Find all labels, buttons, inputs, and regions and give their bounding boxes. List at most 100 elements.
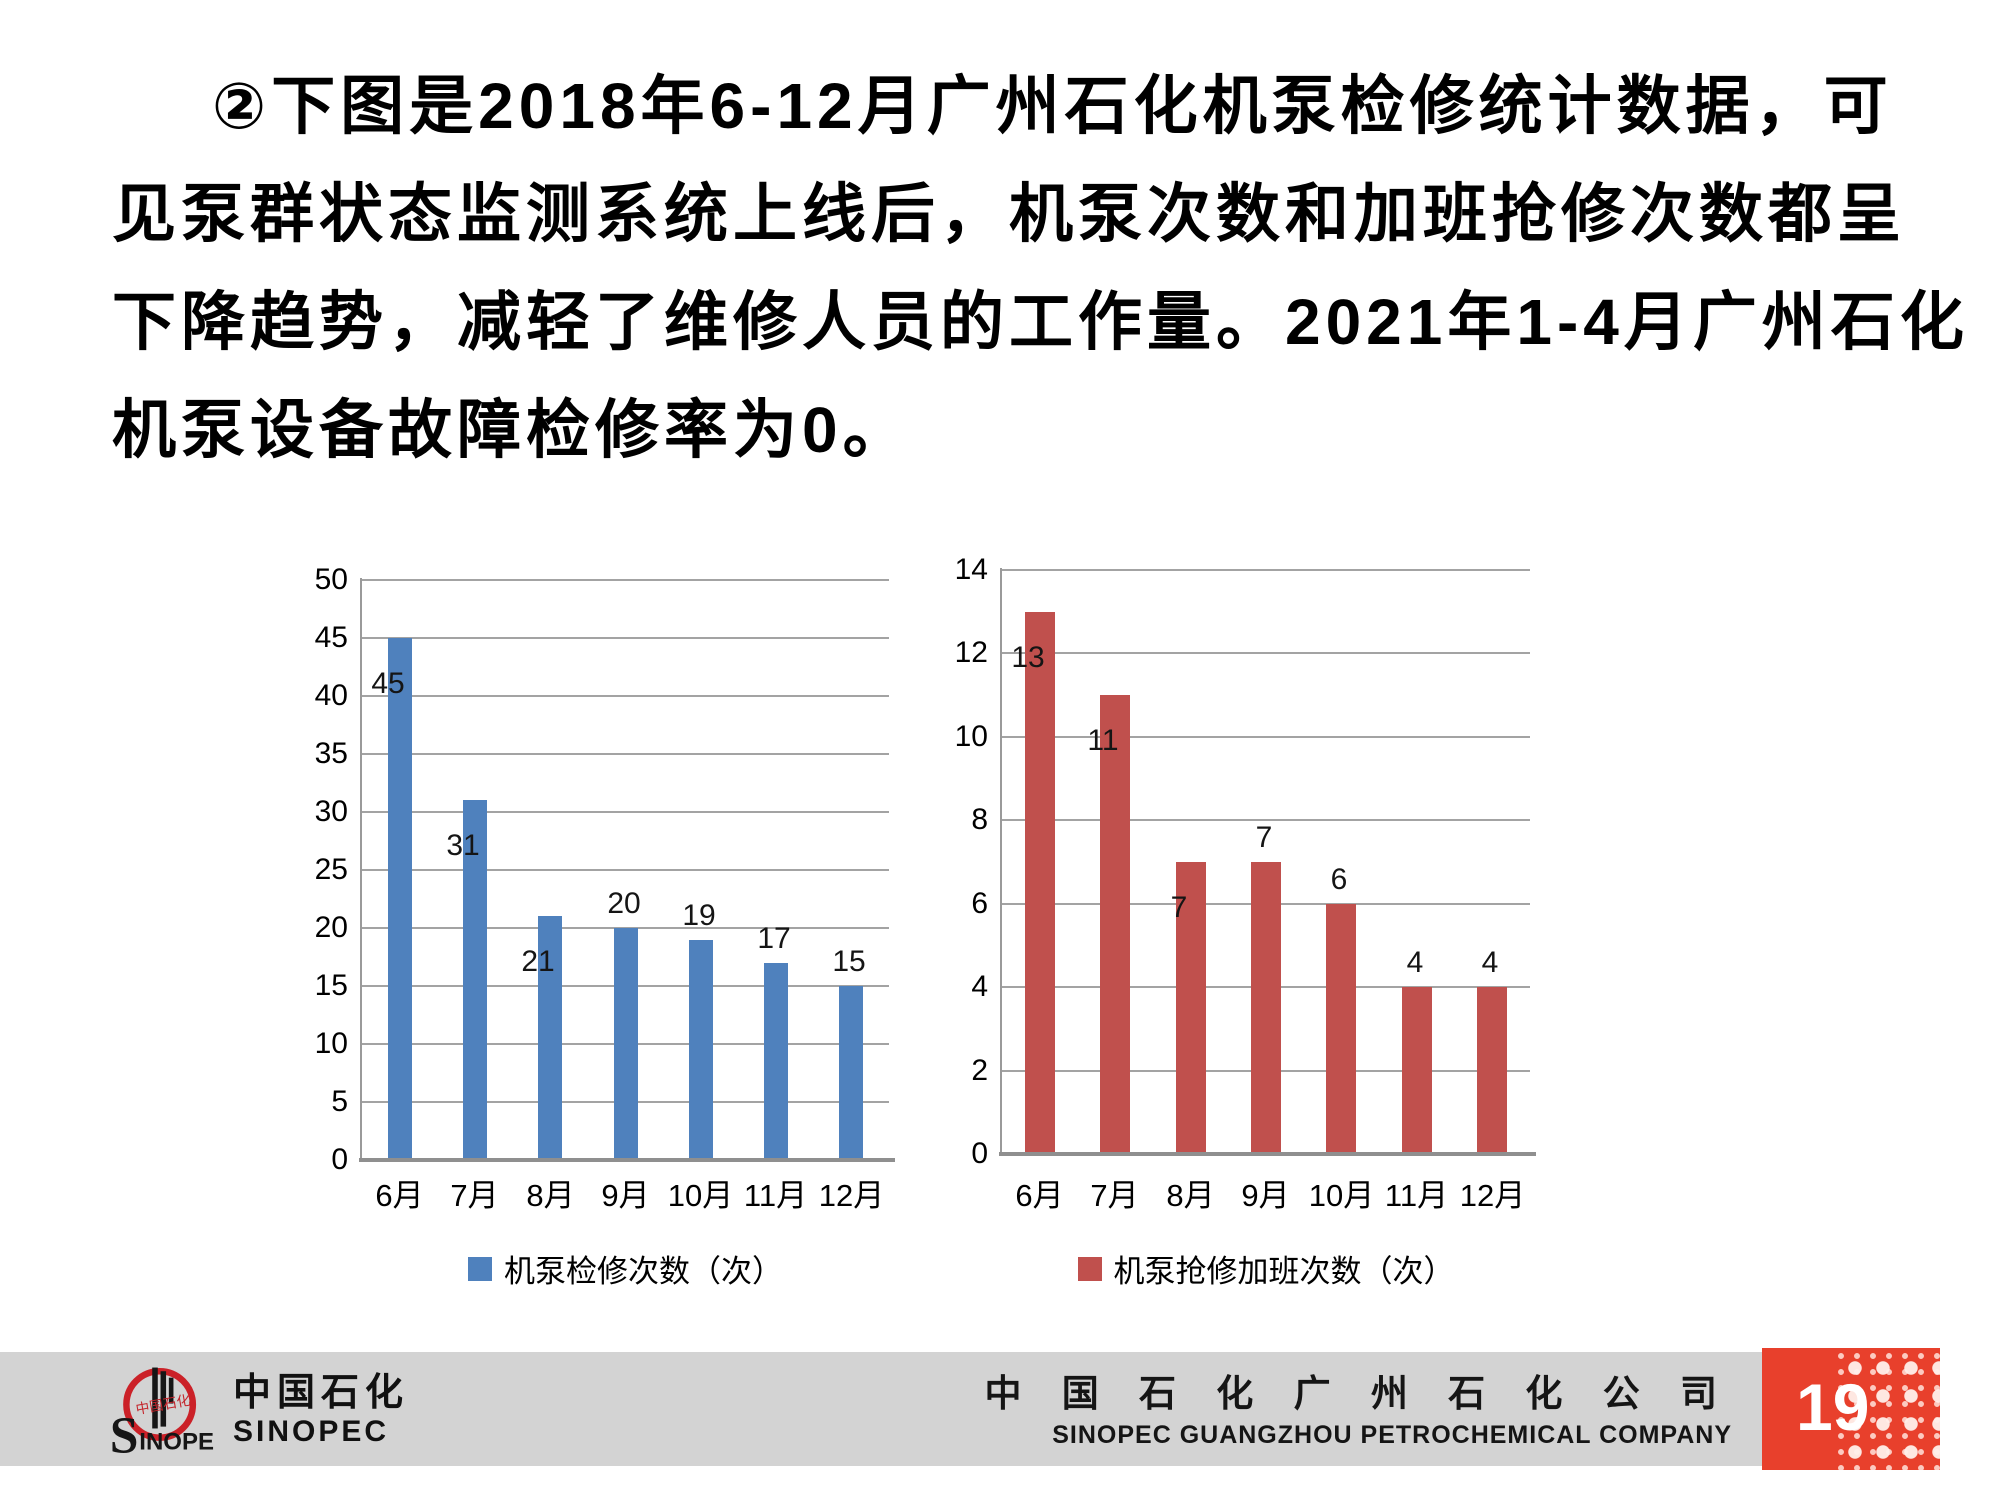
bar-value-label: 4: [1406, 946, 1424, 979]
bar-value-label: 17: [757, 922, 791, 955]
logo-name-en: SINOPEC: [233, 1415, 390, 1448]
title-line-1: ②下图是2018年6-12月广州石化机泵检修统计数据，可: [212, 70, 1893, 142]
gridline: [362, 753, 889, 755]
bar-value-label: 31: [446, 829, 480, 862]
y-axis-tick-label: 50: [314, 563, 348, 596]
svg-text:S: S: [110, 1407, 139, 1457]
bar-9月: [1251, 862, 1281, 1152]
company-name-en: SINOPEC GUANGZHOU PETROCHEMICAL COMPANY: [1052, 1421, 1732, 1449]
footer-company: 中 国 石 化 广 州 石 化 公 司 SINOPEC GUANGZHOU PE…: [984, 1362, 1732, 1458]
x-axis-line: [359, 1158, 895, 1162]
logo-name-cn: 中国石化: [233, 1372, 410, 1414]
x-axis-category-label: 7月: [1090, 1178, 1139, 1213]
gridline: [362, 695, 889, 697]
x-axis-category-label: 12月: [818, 1178, 885, 1213]
footer-brand: S INOPEC 中国石化 中国石化 SINOPEC: [95, 1360, 409, 1460]
gridline: [1002, 569, 1530, 571]
bar-12月: [839, 986, 863, 1158]
page-number: 19: [1796, 1370, 1870, 1444]
bar-value-label: 45: [371, 667, 405, 700]
y-axis-tick-label: 0: [331, 1143, 348, 1176]
y-axis-tick-label: 8: [971, 803, 988, 837]
bar-11月: [764, 963, 788, 1158]
x-axis-category-label: 7月: [450, 1178, 499, 1213]
title-line-3: 下降趋势，减轻了维修人员的工作量。2021年1-4月广州石化: [112, 286, 1969, 358]
bar-value-label: 7: [1255, 821, 1273, 854]
y-axis-tick-label: 20: [314, 911, 348, 944]
chart-legend: 机泵抢修加班次数（次）: [1002, 1246, 1530, 1291]
y-axis-tick-label: 5: [331, 1085, 348, 1118]
y-axis-tick-label: 15: [314, 969, 348, 1002]
x-axis-category-label: 11月: [1384, 1178, 1449, 1213]
x-axis-category-label: 9月: [601, 1178, 650, 1213]
y-axis-tick-label: 0: [971, 1137, 988, 1170]
gridline: [1002, 819, 1530, 822]
bar-6月: [388, 638, 412, 1158]
bar-12月: [1477, 987, 1507, 1152]
y-axis-tick-label: 14: [954, 553, 988, 586]
y-axis-tick-label: 25: [314, 853, 348, 886]
bar-value-label: 15: [832, 945, 866, 978]
title-line-4: 机泵设备故障检修率为0。: [112, 394, 912, 466]
page-title: ②下图是2018年6-12月广州石化机泵检修统计数据，可 见泵群状态监测系统上线…: [112, 52, 1969, 484]
bar-6月: [1025, 612, 1055, 1152]
y-axis-tick-label: 12: [954, 636, 988, 670]
bar-value-label: 21: [521, 945, 555, 978]
bar-value-label: 19: [682, 899, 716, 932]
gridline: [362, 579, 889, 581]
y-axis-tick-label: 40: [314, 679, 348, 712]
y-axis-tick-label: 35: [314, 737, 348, 770]
sinopec-logo-icon: S INOPEC 中国石化: [110, 1367, 215, 1457]
y-axis-tick-label: 30: [314, 795, 348, 828]
x-axis-category-label: 10月: [667, 1178, 734, 1213]
y-axis-tick-label: 10: [954, 719, 988, 753]
bar-10月: [1326, 904, 1356, 1152]
footer-bar: [0, 1352, 1762, 1466]
bar-8月: [538, 916, 562, 1158]
page-number-block: 19: [1762, 1348, 1940, 1470]
bar-value-label: 4: [1481, 946, 1499, 979]
bar-value-label: 7: [1170, 891, 1188, 924]
logo-text: 中国石化 SINOPEC: [233, 1371, 409, 1449]
gridline: [362, 637, 889, 639]
legend-swatch: [1077, 1256, 1102, 1281]
y-axis-tick-label: 45: [314, 621, 348, 654]
bar-value-label: 6: [1330, 863, 1348, 896]
x-axis-category-label: 6月: [1015, 1178, 1064, 1213]
legend-swatch: [468, 1256, 492, 1281]
bar-7月: [463, 800, 487, 1158]
gridline: [1002, 652, 1530, 655]
legend-label: 机泵抢修加班次数（次）: [1113, 1254, 1455, 1289]
y-axis-tick-label: 2: [971, 1053, 988, 1087]
y-axis-line: [1000, 568, 1002, 1154]
gridline: [362, 811, 889, 813]
x-axis-category-label: 10月: [1308, 1178, 1375, 1213]
x-axis-category-label: 8月: [526, 1178, 575, 1213]
y-axis-tick-label: 4: [971, 970, 988, 1004]
bar-9月: [614, 928, 638, 1158]
bar-10月: [689, 940, 713, 1158]
y-axis-tick-label: 6: [971, 886, 988, 920]
y-axis-tick-label: 10: [314, 1027, 348, 1060]
gridline: [362, 869, 889, 871]
company-name-cn: 中 国 石 化 广 州 石 化 公 司: [984, 1373, 1732, 1414]
x-axis-line: [999, 1152, 1536, 1156]
x-axis-category-label: 12月: [1459, 1178, 1526, 1213]
bar-8月: [1176, 862, 1206, 1152]
legend-label: 机泵检修次数（次）: [504, 1254, 783, 1289]
bar-7月: [1100, 695, 1130, 1152]
halftone-dots-decoration: [1836, 1348, 1940, 1470]
svg-text:INOPEC: INOPEC: [139, 1429, 215, 1456]
bar-value-label: 11: [1087, 724, 1119, 757]
x-axis-category-label: 6月: [375, 1178, 424, 1213]
bar-11月: [1402, 987, 1432, 1152]
x-axis-category-label: 8月: [1166, 1178, 1215, 1213]
y-axis-line: [360, 578, 362, 1160]
gridline: [1002, 735, 1530, 738]
chart-legend: 机泵检修次数（次）: [362, 1246, 889, 1291]
x-axis-category-label: 11月: [743, 1178, 808, 1213]
bar-value-label: 13: [1011, 641, 1045, 674]
title-line-2: 见泵群状态监测系统上线后，机泵次数和加班抢修次数都呈: [112, 178, 1906, 250]
bar-value-label: 20: [607, 887, 641, 920]
